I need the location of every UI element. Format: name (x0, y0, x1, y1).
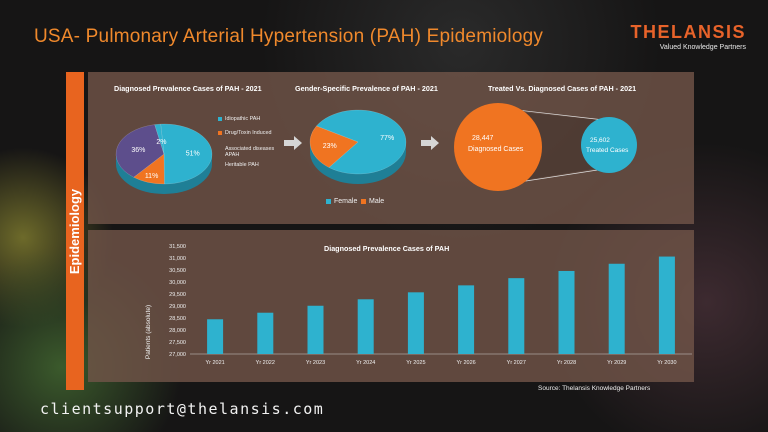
bar-yr-2021 (207, 319, 224, 354)
pie1-slice-2 (115, 124, 165, 178)
x-tick-label: Yr 2030 (657, 360, 676, 366)
logo-tagline: Valued Knowledge Partners (659, 44, 746, 51)
pie1-value-label-3: 2% (156, 139, 166, 146)
pie2 (309, 109, 407, 184)
diagnosed-label: Diagnosed Cases (468, 146, 524, 153)
pie2-labels: 77% 23% (323, 135, 394, 150)
legend-item-drug: Drug/Toxin Induced (218, 130, 271, 136)
legend-swatch (218, 130, 222, 135)
legend-label: Heritable PAH (225, 162, 259, 168)
y-tick-label: 28,000 (169, 328, 186, 334)
x-tick-label: Yr 2029 (607, 360, 626, 366)
bar-bars (207, 256, 675, 354)
bar-chart-svg: Patients (absolute) 27,000 27,500 28,000 28… (145, 244, 692, 366)
legend-item-female: Female (326, 198, 357, 205)
legend-item-heritable: Heritable PAH (225, 162, 259, 168)
pie2-value-label-1: 23% (323, 143, 337, 150)
bar-chart-title: Diagnosed Prevalence Cases of PAH (324, 244, 450, 253)
legend-label: Drug/Toxin Induced (225, 130, 272, 136)
x-tick-label: Yr 2022 (256, 360, 275, 366)
treated-circle (581, 117, 637, 173)
treated-value: 25,602 (590, 137, 610, 144)
legend-swatch (361, 198, 366, 204)
legend-label: Associated diseases APAH (225, 146, 275, 158)
y-tick-label: 30,500 (169, 268, 186, 274)
legend-item-associated: Associated diseases APAH (218, 146, 275, 158)
logo: THELANSIS Valued Knowledge Partners (630, 22, 746, 51)
sidebar-bar (66, 72, 84, 390)
logo-name: THELANSIS (630, 22, 746, 42)
top-panel: Diagnosed Prevalence Cases of PAH - 2021… (88, 72, 694, 224)
x-tick-label: Yr 2026 (456, 360, 475, 366)
sidebar-label: Epidemiology (66, 72, 84, 390)
pie1 (115, 123, 213, 194)
pie1-value-label-1: 11% (145, 173, 159, 180)
arrow-icon (421, 136, 439, 150)
bar-axis: 27,000 27,500 28,000 28,500 29,000 29,500 30,0… (169, 244, 692, 366)
pie1-slice-1 (133, 153, 165, 185)
pie2-title: Gender-Specific Prevalence of PAH - 2021 (295, 84, 438, 93)
y-tick-label: 28,500 (169, 316, 186, 322)
y-tick-label: 30,000 (169, 280, 186, 286)
bar-yr-2029 (608, 263, 625, 354)
pie2-slice-0 (316, 109, 407, 175)
pie1-value-label-0: 51% (186, 150, 200, 157)
diagnosed-value: 28,447 (472, 135, 494, 142)
y-tick-label: 29,500 (169, 292, 186, 298)
legend-label: Female (334, 198, 358, 205)
source-note: Source: Thelansis Knowledge Partners (538, 385, 651, 392)
y-axis-label: Patients (absolute) (145, 305, 152, 359)
bar-yr-2022 (257, 312, 274, 354)
pie2-value-label-0: 77% (380, 135, 394, 142)
diagnosed-circle (454, 103, 542, 191)
y-tick-label: 31,500 (169, 244, 186, 250)
x-tick-label: Yr 2021 (205, 360, 224, 366)
support-email[interactable]: clientsupport@thelansis.com (40, 400, 325, 418)
pie1-title: Diagnosed Prevalence Cases of PAH - 2021 (114, 84, 262, 93)
page-title: USA- Pulmonary Arterial Hypertension (PA… (34, 26, 544, 47)
legend-label: Male (369, 198, 385, 205)
bar-yr-2023 (307, 305, 324, 354)
bar-yr-2028 (558, 270, 575, 354)
x-tick-label: Yr 2028 (557, 360, 576, 366)
x-tick-label: Yr 2023 (306, 360, 325, 366)
pie1-slice-0 (160, 123, 213, 185)
pie1-value-label-2: 36% (131, 147, 145, 154)
legend-item-idiopathic: Idiopathic PAH (218, 116, 260, 122)
x-tick-label: Yr 2025 (406, 360, 425, 366)
pie2-slice-1 (309, 125, 359, 168)
y-tick-label: 27,500 (169, 340, 186, 346)
bottom-panel: Diagnosed Prevalence Cases of PAH Patien… (88, 230, 694, 382)
sidebar-label-text: Epidemiology (67, 188, 83, 274)
bar-yr-2026 (458, 285, 475, 354)
treated-title: Treated Vs. Diagnosed Cases of PAH - 202… (488, 84, 637, 93)
y-tick-label: 31,000 (169, 256, 186, 262)
legend-item-male: Male (361, 198, 384, 205)
x-tick-label: Yr 2027 (507, 360, 526, 366)
legend-swatch (326, 198, 331, 204)
bar-yr-2024 (357, 299, 374, 354)
pie1-slice-3 (154, 123, 165, 155)
top-charts-svg: 51% 11% 36% 2% 77% 23% 28,447 Diagnosed Case… (115, 103, 637, 194)
bar-yr-2030 (658, 256, 675, 354)
legend-swatch (218, 116, 222, 121)
y-tick-label: 29,000 (169, 304, 186, 310)
y-tick-label: 27,000 (169, 352, 186, 358)
bar-yr-2025 (407, 292, 424, 354)
legend-label: Idiopathic PAH (225, 116, 261, 122)
bar-yr-2027 (508, 278, 525, 354)
arrow-icon (284, 136, 302, 150)
x-tick-label: Yr 2024 (356, 360, 375, 366)
treated-label: Treated Cases (586, 147, 629, 154)
pie1-labels: 51% 11% 36% 2% (131, 139, 199, 180)
